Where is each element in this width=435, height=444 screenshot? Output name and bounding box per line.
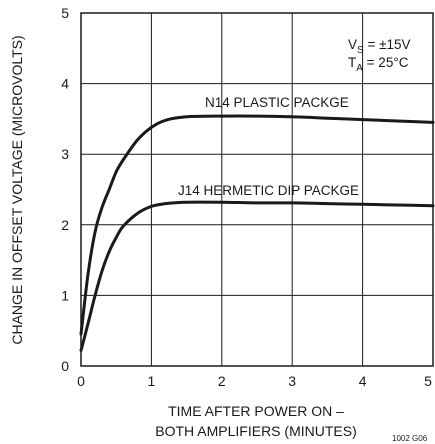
series-line-n14-plastic <box>79 114 435 336</box>
x-tick-label: 0 <box>77 373 85 389</box>
y-tick-label: 3 <box>61 146 69 162</box>
grid-lines <box>81 13 433 366</box>
x-tick-label: 1 <box>148 373 156 389</box>
figure-code: 1002 G06 <box>392 434 428 443</box>
x-tick-label: 5 <box>424 373 432 389</box>
y-tick-label: 0 <box>61 358 69 374</box>
supply-voltage-annotation: VS = ±15V <box>348 37 411 56</box>
x-axis-title-line2: BOTH AMPLIFIERS (MINUTES) <box>155 423 356 439</box>
temperature-annotation: TA = 25°C <box>348 55 409 74</box>
x-tick-label: 2 <box>218 373 226 389</box>
plot-frame <box>80 12 434 367</box>
y-axis-title: CHANGE IN OFFSET VOLTAGE (MICROVOLTS) <box>9 35 25 344</box>
y-tick-label: 5 <box>61 5 69 21</box>
y-tick-label: 1 <box>61 287 69 303</box>
y-tick-label: 2 <box>61 217 69 233</box>
series-label-n14: N14 PLASTIC PACKGE <box>205 95 349 110</box>
series-line-j14-hermetic <box>79 200 435 352</box>
series-curves <box>79 114 435 352</box>
x-axis-title-line1: TIME AFTER POWER ON – <box>168 403 344 419</box>
x-tick-label: 3 <box>288 373 296 389</box>
x-tick-label: 4 <box>359 373 367 389</box>
y-tick-labels: 0 1 2 3 4 5 <box>61 5 69 374</box>
x-tick-labels: 0 1 2 3 4 5 <box>77 373 432 389</box>
y-tick-label: 4 <box>61 76 69 92</box>
series-label-j14: J14 HERMETIC DIP PACKGE <box>178 183 359 198</box>
